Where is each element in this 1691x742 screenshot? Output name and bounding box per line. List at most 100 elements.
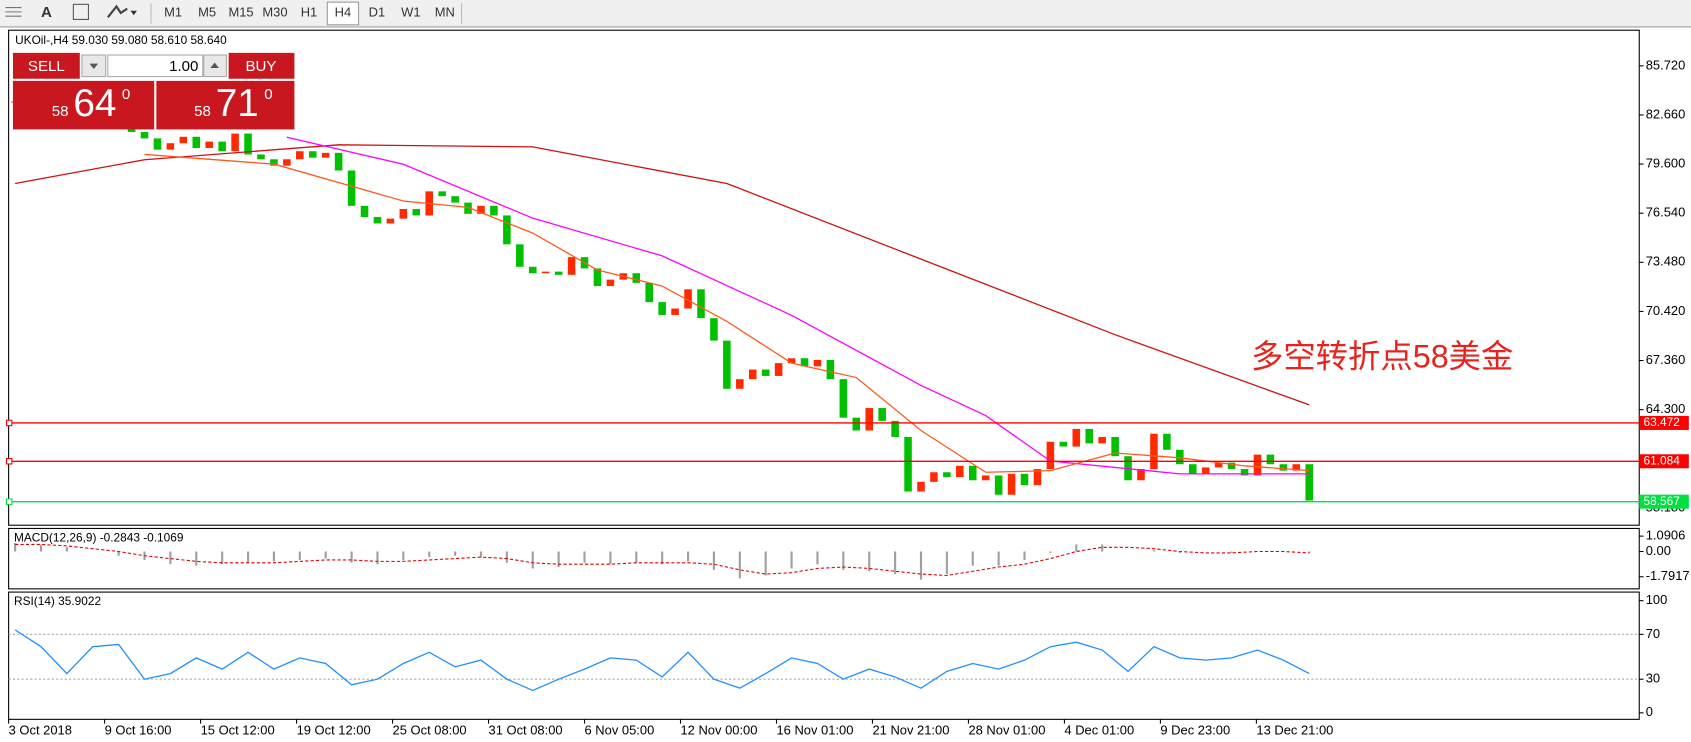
candle-body <box>826 359 835 380</box>
y-tick-label: 79.600 <box>1646 155 1686 170</box>
lot-down-arrow <box>89 63 99 70</box>
candle-body <box>1020 473 1029 486</box>
candle-body <box>360 205 369 218</box>
candle-body <box>528 266 537 274</box>
candle-body <box>710 318 718 341</box>
candle-body <box>1305 464 1314 501</box>
sell-button[interactable] <box>12 52 80 79</box>
y-tick-label: 73.480 <box>1646 254 1686 269</box>
candle-body <box>1163 433 1171 450</box>
candle-body <box>865 408 874 431</box>
plot: 85.720 82.660 79.600 76.540 73.480 70.420 67.3… <box>5 57 1690 738</box>
candle-body <box>1033 469 1042 486</box>
toolbar-bg <box>0 0 1691 27</box>
timeframe-button[interactable]: M5 <box>198 4 216 19</box>
timeframe-button[interactable]: W1 <box>401 4 420 19</box>
timeframe-button[interactable]: D1 <box>369 4 386 19</box>
candle-body <box>697 289 705 319</box>
moving-average <box>144 153 1310 473</box>
timeframe-button[interactable]: H4 <box>335 4 352 19</box>
x-tick-label: 13 Dec 21:00 <box>1256 723 1333 738</box>
timeframe-button[interactable]: M1 <box>164 4 182 19</box>
y-tick-label: 76.540 <box>1646 205 1686 220</box>
candle-body <box>1214 462 1223 468</box>
toolbar: A M1 M5 M15 M30 H1 H4 D1 W1 MN <box>0 0 1691 28</box>
annotation: 多空转折点58美金 <box>1251 339 1513 375</box>
candle-body <box>153 138 162 150</box>
candle-body <box>1007 473 1016 495</box>
candle-body <box>684 289 692 309</box>
level-handle[interactable] <box>5 458 13 465</box>
level-label-bg <box>1639 454 1689 469</box>
candle-body <box>347 170 356 206</box>
candle-body <box>179 136 188 144</box>
buy-price-main: 71 <box>216 82 259 125</box>
tool-text[interactable]: A <box>41 4 52 21</box>
candle-body <box>192 136 201 149</box>
tool-shapes[interactable] <box>107 4 128 18</box>
macd-frame <box>8 527 1640 590</box>
lot-input[interactable] <box>107 54 204 78</box>
level-handle[interactable] <box>5 498 13 505</box>
candle-body <box>774 363 783 376</box>
timeframe-button[interactable]: M30 <box>262 4 287 19</box>
candle-body <box>1292 464 1301 471</box>
y-tick-label: 64.300 <box>1646 401 1686 416</box>
sell-price-box[interactable] <box>12 80 155 130</box>
x-tick-label: 28 Nov 01:00 <box>968 723 1045 738</box>
sell-price-sup: 0 <box>122 86 130 103</box>
candle-body <box>943 472 951 478</box>
candle-body <box>516 244 524 267</box>
candle-body <box>334 152 343 171</box>
y-tick-label: 67.360 <box>1646 352 1686 367</box>
timeframe-button[interactable]: M15 <box>228 4 253 19</box>
x-tick-label: 9 Dec 23:00 <box>1160 723 1230 738</box>
candle-body <box>567 257 576 275</box>
candle-body <box>891 420 899 437</box>
y-tick-label: -1.7917 <box>1646 568 1690 583</box>
x-tick-label: 6 Nov 05:00 <box>585 723 655 738</box>
dropdown-arrow[interactable] <box>130 10 137 16</box>
candle-body <box>412 209 421 216</box>
buy-button[interactable] <box>228 52 295 79</box>
candle-body <box>917 481 925 492</box>
candle-body <box>1098 436 1106 444</box>
candle-body <box>373 217 382 224</box>
candle-body <box>671 308 679 315</box>
level-label-bg <box>1639 494 1689 509</box>
trade-panel: SELL 1.00 BUY 58 64 0 58 71 0 <box>12 52 295 130</box>
x-tick-label: 31 Oct 08:00 <box>489 723 563 738</box>
candle-body <box>1188 464 1197 474</box>
candle-body <box>930 472 938 482</box>
tool-grid[interactable] <box>5 7 22 17</box>
buy-label[interactable]: BUY <box>245 58 276 75</box>
candle-body <box>257 154 265 160</box>
lot-up-arrow <box>210 62 219 68</box>
candle-body <box>1111 436 1119 457</box>
candle-body <box>218 141 226 152</box>
candle-body <box>904 436 912 492</box>
candle-body <box>1240 469 1249 476</box>
candle-body <box>994 475 1003 495</box>
candle-body <box>1201 467 1210 474</box>
x-tick-label: 4 Dec 01:00 <box>1064 723 1134 738</box>
sell-price-prefix: 58 <box>52 103 69 120</box>
timeframe-active[interactable] <box>326 1 360 26</box>
y-tick-label: 70 <box>1646 626 1660 641</box>
level-handle[interactable] <box>5 419 13 427</box>
timeframe-button[interactable]: H1 <box>301 4 318 19</box>
sell-label[interactable]: SELL <box>28 58 65 75</box>
x-tick-label: 15 Oct 12:00 <box>201 723 275 738</box>
tool-label[interactable] <box>72 3 89 20</box>
candle-body <box>736 379 744 389</box>
candle-body <box>1072 428 1081 447</box>
candle-body <box>658 302 666 315</box>
candle-body <box>464 202 472 214</box>
candle-body <box>270 159 278 166</box>
symbol-info: UKOil-,H4 59.030 59.080 58.610 58.640 <box>15 33 227 47</box>
buy-price-box[interactable] <box>156 80 295 130</box>
timeframe-button[interactable]: MN <box>435 4 455 19</box>
candle-body <box>477 205 485 214</box>
candle-body <box>321 152 330 158</box>
candle-body <box>787 358 796 364</box>
